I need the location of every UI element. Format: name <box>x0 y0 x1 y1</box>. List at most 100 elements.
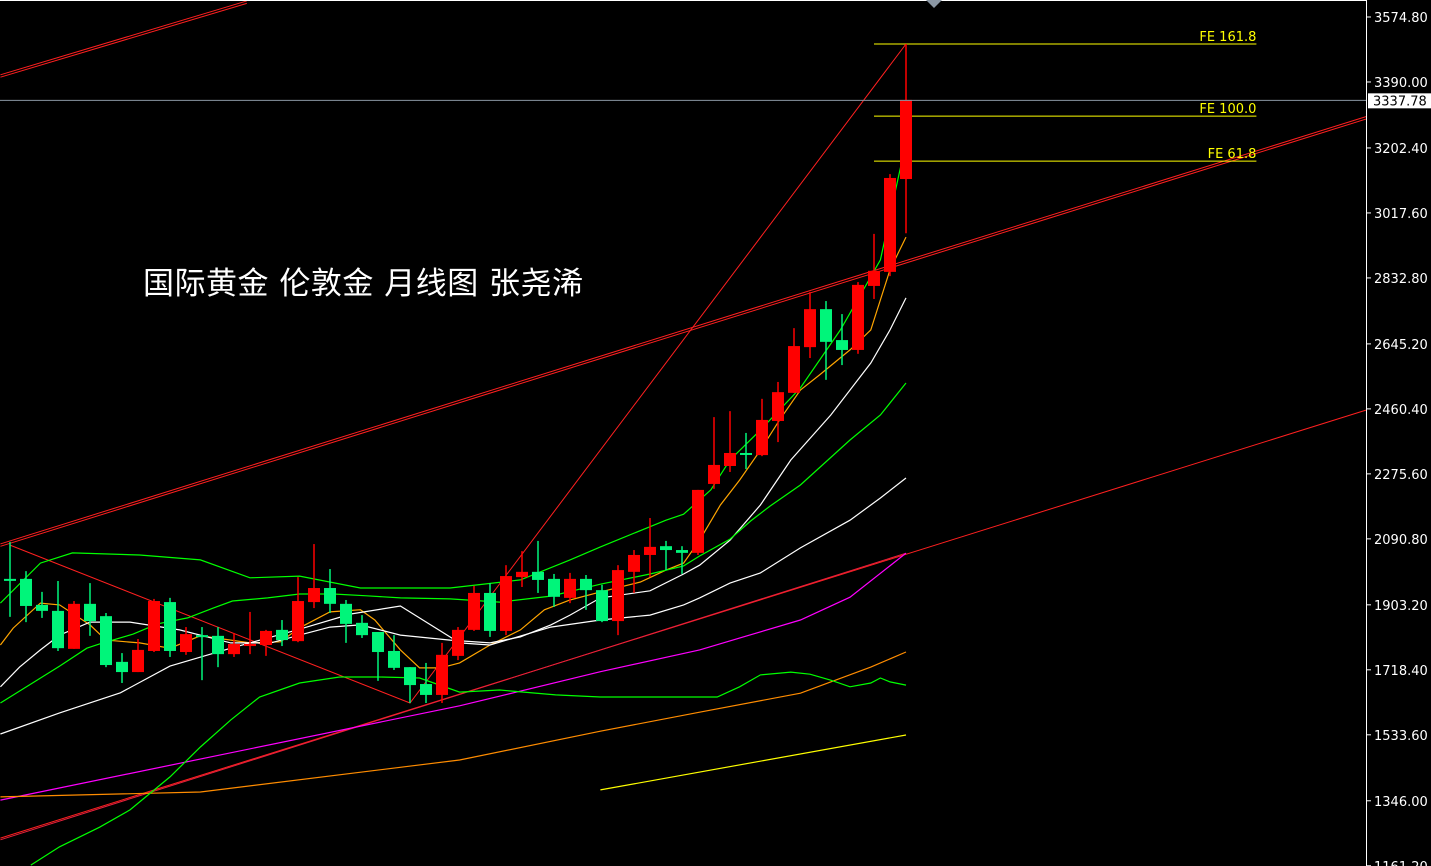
trendline-1[interactable] <box>0 118 1367 547</box>
candle[interactable] <box>260 629 272 656</box>
candle[interactable] <box>36 591 48 618</box>
candle[interactable] <box>852 282 864 354</box>
trendline-0[interactable] <box>0 0 247 76</box>
indicator-line-1 <box>0 297 907 688</box>
candle[interactable] <box>84 583 96 636</box>
indicator-line-3 <box>0 382 907 704</box>
candle-body <box>4 578 16 581</box>
candle[interactable] <box>212 627 224 668</box>
candle-body <box>20 578 32 606</box>
candle-body <box>836 340 848 350</box>
candle[interactable] <box>468 585 480 631</box>
candle[interactable] <box>356 615 368 638</box>
candle[interactable] <box>372 631 384 681</box>
candle-body <box>324 588 336 604</box>
candle-body <box>628 554 640 572</box>
fe-level-label: FE 61.8 <box>1208 147 1257 162</box>
candle[interactable] <box>196 627 208 681</box>
candle[interactable] <box>820 301 832 380</box>
candle-body <box>484 592 496 631</box>
candle[interactable] <box>484 583 496 637</box>
indicator-line-8 <box>600 734 907 791</box>
candle[interactable] <box>276 620 288 647</box>
candle-body <box>436 654 448 695</box>
candle[interactable] <box>340 599 352 643</box>
candle[interactable] <box>324 569 336 613</box>
candle[interactable] <box>436 642 448 704</box>
candle[interactable] <box>132 639 144 673</box>
scroll-marker-icon[interactable] <box>926 0 942 8</box>
candle[interactable] <box>836 314 848 366</box>
trendline-3[interactable] <box>9 43 907 704</box>
candle-body <box>52 610 64 649</box>
axis-tick-label: 3390.00 <box>1374 76 1428 91</box>
candle[interactable] <box>180 627 192 655</box>
candle[interactable] <box>452 627 464 661</box>
candle[interactable] <box>788 328 800 393</box>
candle[interactable] <box>724 411 736 472</box>
candle[interactable] <box>884 174 896 277</box>
candle[interactable] <box>500 565 512 636</box>
axis-tick-label: 1161.20 <box>1374 860 1428 866</box>
candle[interactable] <box>804 291 816 359</box>
candle-body <box>404 667 416 686</box>
candle[interactable] <box>4 541 16 617</box>
fibonacci-expansion: FE 161.8 FE 100.0 FE 61.8 <box>874 30 1257 162</box>
candle[interactable] <box>68 601 80 649</box>
indicator-line-4 <box>0 477 907 735</box>
trendline-0[interactable] <box>0 2 247 78</box>
candle-body <box>692 489 704 553</box>
candle[interactable] <box>900 43 912 234</box>
trendline-1[interactable] <box>0 116 1367 545</box>
candle[interactable] <box>708 417 720 489</box>
candle[interactable] <box>660 540 672 571</box>
indicator-line-2 <box>0 141 907 604</box>
candle[interactable] <box>868 233 880 299</box>
candle[interactable] <box>116 653 128 683</box>
current-price-tag: 3337.78 <box>1368 93 1431 109</box>
candle[interactable] <box>596 584 608 623</box>
candle-body <box>452 629 464 656</box>
candle[interactable] <box>164 597 176 657</box>
candle[interactable] <box>148 598 160 653</box>
candle[interactable] <box>292 577 304 643</box>
candle[interactable] <box>676 546 688 574</box>
candle[interactable] <box>740 432 752 470</box>
candle[interactable] <box>532 540 544 593</box>
candle[interactable] <box>756 398 768 457</box>
candle-body <box>868 270 880 286</box>
candle[interactable] <box>308 544 320 609</box>
price-axis[interactable]: 3574.80 3390.00 3202.40 3017.60 2832.80 2645.… <box>1366 11 1428 866</box>
candle[interactable] <box>20 571 32 623</box>
indicator-line-6 <box>0 651 907 798</box>
candle-body <box>148 601 160 651</box>
candle[interactable] <box>548 573 560 608</box>
candle[interactable] <box>516 551 528 587</box>
axis-tick-label: 3202.40 <box>1374 142 1428 157</box>
candle[interactable] <box>628 550 640 593</box>
axis-tick-label: 2090.80 <box>1374 533 1428 548</box>
candle[interactable] <box>612 565 624 636</box>
candle[interactable] <box>244 611 256 655</box>
axis-tick-label: 3574.80 <box>1374 11 1428 26</box>
candle[interactable] <box>580 575 592 610</box>
candle[interactable] <box>772 381 784 443</box>
candle[interactable] <box>388 635 400 670</box>
candle-body <box>68 603 80 649</box>
candle[interactable] <box>644 518 656 578</box>
candle[interactable] <box>404 667 416 704</box>
candle[interactable] <box>100 612 112 668</box>
candle-body <box>276 629 288 641</box>
candle-body <box>180 634 192 653</box>
candle[interactable] <box>692 489 704 555</box>
candle[interactable] <box>420 662 432 704</box>
candle-body <box>244 643 256 647</box>
candle[interactable] <box>564 572 576 604</box>
candle[interactable] <box>228 633 240 657</box>
candle-body <box>292 601 304 642</box>
candle[interactable] <box>52 580 64 651</box>
candle-body <box>36 604 48 611</box>
price-axis-background <box>1366 0 1431 866</box>
trendline-4[interactable] <box>0 552 907 841</box>
